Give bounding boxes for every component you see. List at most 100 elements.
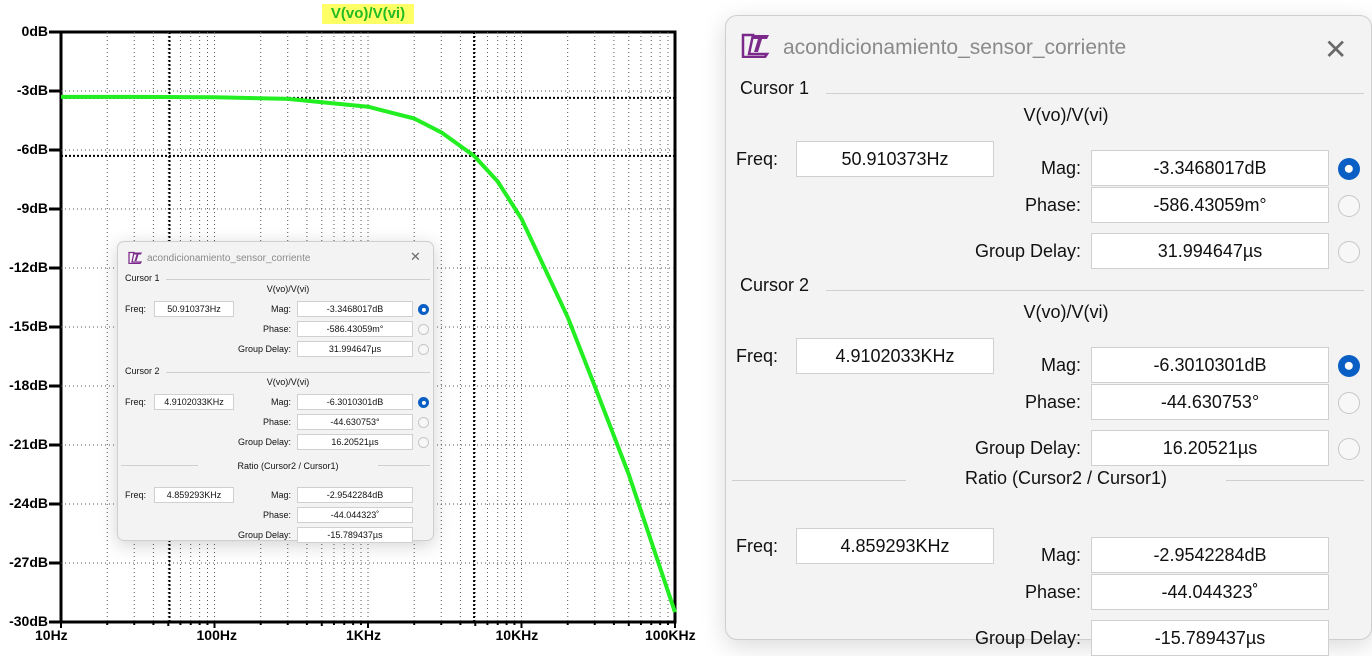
phase-field[interactable]: -44.044323˚	[1091, 574, 1329, 610]
freq-field[interactable]: 50.910373Hz	[796, 141, 994, 177]
trace-vo-vi[interactable]	[61, 94, 677, 613]
phase-label: Phase:	[1024, 392, 1081, 412]
phase-label: Phase:	[262, 510, 291, 520]
expression-label: V(vo)/V(vi)	[266, 377, 310, 387]
freq-label: Freq:	[736, 536, 779, 556]
y-tick-label: -12dB	[9, 259, 48, 275]
mag-field[interactable]: -6.3010301dB	[297, 394, 413, 410]
phase-radio[interactable]	[418, 324, 429, 335]
phase-label: Phase:	[1024, 195, 1081, 215]
cursor1-group-line	[166, 279, 430, 280]
group-delay-radio[interactable]	[1338, 241, 1360, 263]
mag-field[interactable]: -2.9542284dB	[1091, 537, 1329, 573]
phase-field[interactable]: -44.630753°	[297, 414, 413, 430]
phase-radio[interactable]	[1338, 195, 1360, 217]
trace-layer	[61, 94, 677, 613]
y-tick-label: -6dB	[16, 141, 48, 157]
cursor1-group-line	[826, 93, 1364, 94]
y-tick-label: -21dB	[9, 436, 48, 452]
phase-label: Phase:	[1024, 582, 1081, 602]
phase-radio[interactable]	[1338, 392, 1360, 414]
y-tick-label: -18dB	[9, 377, 48, 393]
group-delay-label: Group Delay:	[974, 241, 1081, 261]
mag-radio-selected[interactable]	[1338, 158, 1360, 180]
mag-field[interactable]: -3.3468017dB	[1091, 150, 1329, 186]
group-delay-field[interactable]: 31.994647µs	[1091, 233, 1329, 269]
expression-label: V(vo)/V(vi)	[1023, 302, 1109, 322]
group-delay-label: Group Delay:	[974, 438, 1081, 458]
cursor2-group-label: Cursor 2	[740, 275, 810, 295]
expression-label: V(vo)/V(vi)	[1023, 105, 1109, 125]
freq-field[interactable]: 50.910373Hz	[154, 301, 234, 317]
cursor-dialog-small[interactable]: acondicionamiento_sensor_corriente ✕ Curso…	[117, 241, 434, 543]
mag-radio-selected[interactable]	[1338, 355, 1360, 377]
group-delay-field[interactable]: 16.20521µs	[1091, 430, 1329, 466]
cursor-dialog-zoomed[interactable]: acondicionamiento_sensor_corriente ✕ Curso…	[725, 15, 1372, 656]
mag-field[interactable]: -6.3010301dB	[1091, 347, 1329, 383]
ratio-group-label: Ratio (Cursor2 / Cursor1)	[198, 461, 378, 471]
freq-label: Freq:	[125, 490, 147, 500]
y-tick-label: -24dB	[9, 495, 48, 511]
phase-radio[interactable]	[418, 417, 429, 428]
phase-label: Phase:	[262, 324, 291, 334]
cursor2-group-line	[826, 290, 1364, 291]
group-delay-field[interactable]: -15.789437µs	[1091, 620, 1329, 656]
group-delay-field[interactable]: 16.20521µs	[297, 434, 413, 450]
freq-label: Freq:	[125, 397, 147, 407]
freq-field[interactable]: 4.9102033KHz	[796, 338, 994, 374]
y-tick-label: 0dB	[21, 23, 48, 39]
cursor2-group-line	[166, 372, 430, 373]
group-delay-field[interactable]: -15.789437µs	[297, 527, 413, 543]
mag-label: Mag:	[270, 490, 291, 500]
mag-label: Mag:	[1040, 545, 1081, 565]
freq-field[interactable]: 4.859293KHz	[154, 487, 234, 503]
cursor1-group-label: Cursor 1	[740, 78, 810, 98]
close-icon[interactable]: ✕	[1324, 34, 1348, 65]
dialog-title: acondicionamiento_sensor_corriente	[783, 36, 1127, 59]
phase-field[interactable]: -586.43059m°	[297, 321, 413, 337]
y-tick-label: -30dB	[9, 613, 48, 629]
mag-label: Mag:	[270, 397, 291, 407]
plot-grid	[49, 30, 676, 628]
phase-label: Phase:	[262, 417, 291, 427]
freq-field[interactable]: 4.9102033KHz	[154, 394, 234, 410]
dialog-title: acondicionamiento_sensor_corriente	[147, 253, 311, 264]
x-tick-label: 10KHz	[495, 627, 539, 643]
mag-field[interactable]: -2.9542284dB	[297, 487, 413, 503]
freq-label: Freq:	[125, 304, 147, 314]
freq-label: Freq:	[736, 346, 779, 366]
group-delay-field[interactable]: 31.994647µs	[297, 341, 413, 357]
group-delay-radio[interactable]	[1338, 438, 1360, 460]
ltspice-logo-icon	[128, 251, 143, 265]
x-tick-label: 10Hz	[35, 627, 68, 643]
x-tick-label: 100KHz	[645, 627, 696, 643]
mag-radio-selected[interactable]	[418, 304, 429, 315]
phase-field[interactable]: -586.43059m°	[1091, 187, 1329, 223]
group-delay-label: Group Delay:	[237, 344, 291, 354]
group-delay-radio[interactable]	[418, 437, 429, 448]
trace-title[interactable]: V(vo)/V(vi)	[322, 4, 414, 24]
y-tick-label: -27dB	[9, 554, 48, 570]
group-delay-radio[interactable]	[418, 344, 429, 355]
phase-field[interactable]: -44.044323˚	[297, 507, 413, 523]
group-delay-label: Group Delay:	[237, 530, 291, 540]
ratio-group-label: Ratio (Cursor2 / Cursor1)	[906, 468, 1226, 489]
mag-label: Mag:	[1040, 355, 1081, 375]
y-tick-label: -15dB	[9, 318, 48, 334]
mag-radio-selected[interactable]	[418, 397, 429, 408]
x-tick-label: 100Hz	[196, 627, 237, 643]
freq-label: Freq:	[736, 149, 779, 169]
freq-field[interactable]: 4.859293KHz	[796, 528, 994, 564]
mag-label: Mag:	[270, 304, 291, 314]
phase-field[interactable]: -44.630753°	[1091, 384, 1329, 420]
cursor1-group-label: Cursor 1	[125, 273, 160, 283]
y-tick-label: -9dB	[16, 200, 48, 216]
mag-label: Mag:	[1040, 158, 1081, 178]
mag-field[interactable]: -3.3468017dB	[297, 301, 413, 317]
close-icon[interactable]: ✕	[410, 249, 421, 264]
x-tick-label: 1KHz	[346, 627, 382, 643]
expression-label: V(vo)/V(vi)	[266, 284, 310, 294]
ltspice-logo-icon	[741, 32, 771, 59]
cursor2-group-label: Cursor 2	[125, 366, 160, 376]
group-delay-label: Group Delay:	[237, 437, 291, 447]
